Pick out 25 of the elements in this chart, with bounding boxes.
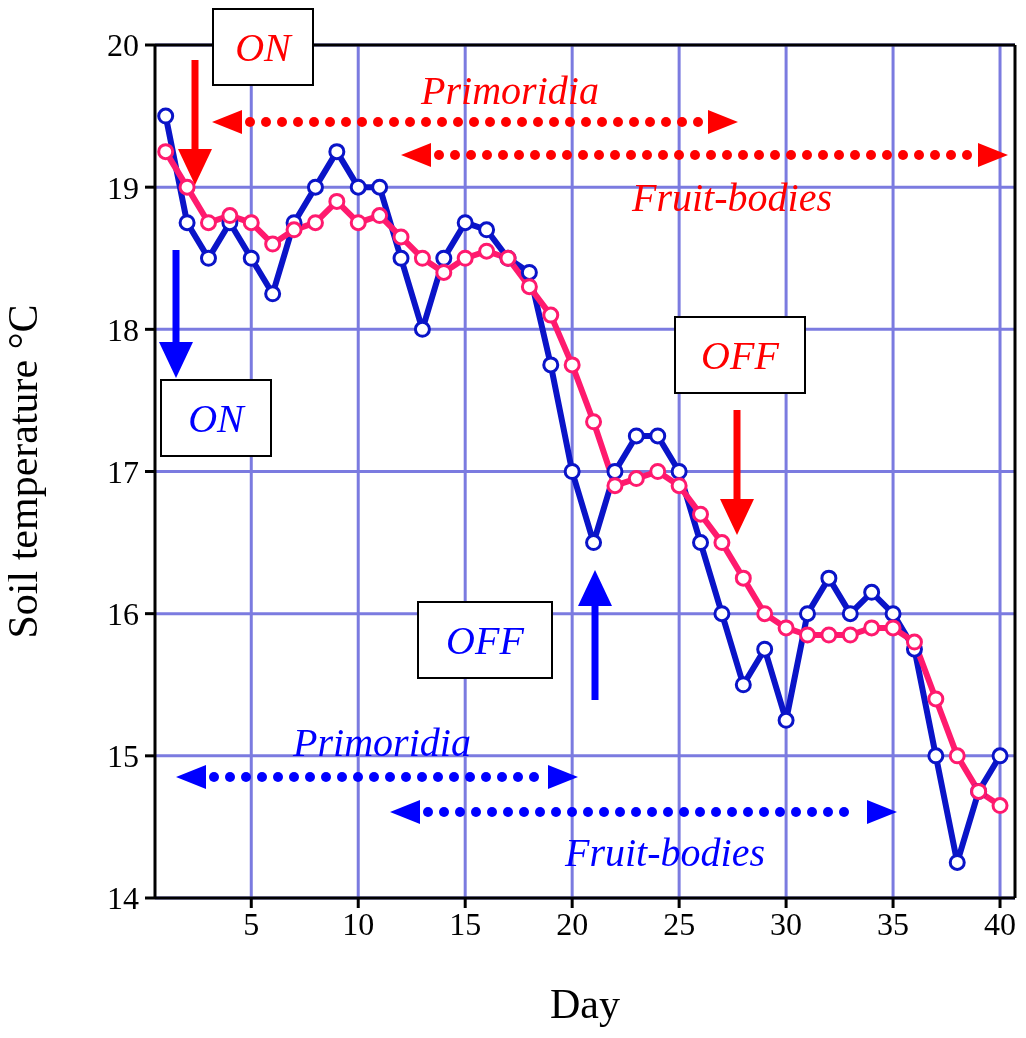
x-tick-label: 15 bbox=[449, 905, 482, 942]
x-tick-label: 25 bbox=[663, 905, 696, 942]
y-tick-label: 16 bbox=[107, 596, 139, 633]
y-tick-label: 15 bbox=[107, 738, 139, 775]
x-tick-label: 40 bbox=[984, 905, 1017, 942]
y-axis-title: Soil temperature °C bbox=[0, 304, 46, 639]
annotation: Fruit-bodies bbox=[631, 174, 832, 220]
y-tick-label: 20 bbox=[107, 27, 139, 64]
y-tick-label: 18 bbox=[107, 311, 139, 348]
annotation: ON bbox=[235, 24, 294, 70]
x-tick-label: 30 bbox=[770, 905, 803, 942]
x-tick-label: 10 bbox=[342, 905, 375, 942]
x-tick-label: 20 bbox=[556, 905, 589, 942]
annotation: OFF bbox=[701, 332, 780, 378]
annotation: OFF bbox=[446, 617, 525, 663]
x-tick-label: 5 bbox=[243, 905, 260, 942]
y-tick-label: 17 bbox=[107, 453, 139, 490]
y-tick-label: 14 bbox=[107, 880, 139, 917]
annotation: Fruit-bodies bbox=[564, 829, 765, 875]
x-tick-label: 35 bbox=[877, 905, 910, 942]
annotation: Primoridia bbox=[420, 67, 599, 113]
y-tick-label: 19 bbox=[107, 169, 139, 206]
annotation: ON bbox=[188, 395, 247, 441]
annotation: Primoridia bbox=[292, 719, 471, 765]
x-axis-title: Day bbox=[550, 981, 620, 1027]
